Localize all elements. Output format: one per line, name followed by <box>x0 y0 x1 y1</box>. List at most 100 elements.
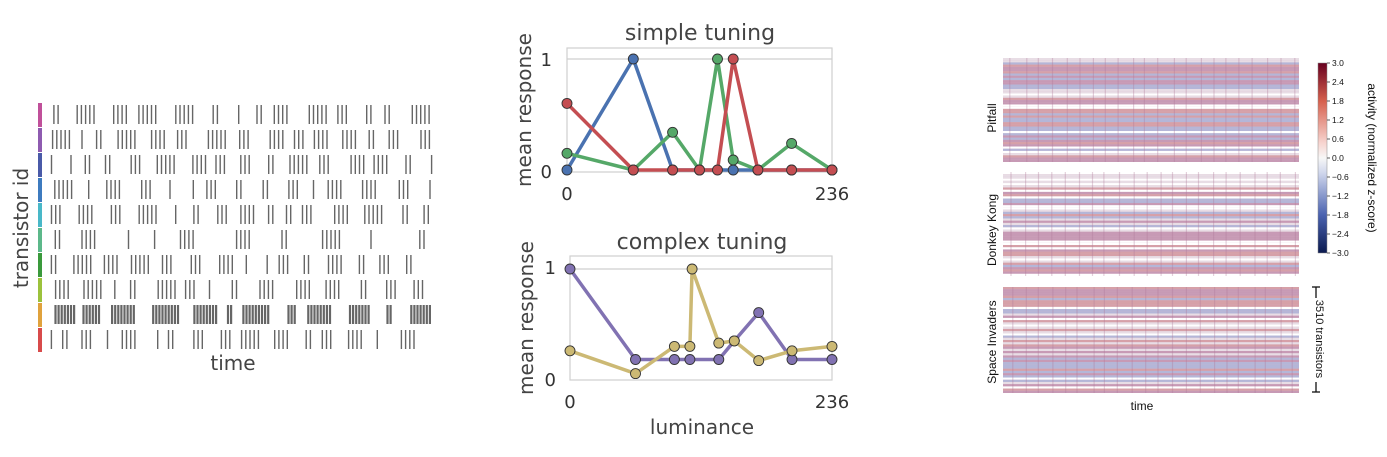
heatmap-row <box>1003 295 1299 299</box>
heatmap-row <box>1003 229 1299 232</box>
data-point <box>713 354 725 365</box>
heatmap-row <box>1003 317 1299 321</box>
colorbar-tick-label: 0.0 <box>1332 153 1344 163</box>
simple-plot-frame <box>566 47 833 173</box>
heatmap-donkey-kong <box>1003 172 1299 276</box>
heatmap-row <box>1003 331 1299 334</box>
heatmap-row <box>1003 88 1299 92</box>
spike-row <box>50 155 433 174</box>
heatmap-row <box>1003 172 1299 175</box>
heatmap-row <box>1003 271 1299 274</box>
heatmap-time-stripe <box>1157 58 1159 162</box>
heatmap-row <box>1003 249 1299 252</box>
heatmap-row <box>1003 82 1299 85</box>
heatmap-row <box>1003 75 1299 78</box>
heatmap-row <box>1003 194 1299 197</box>
heatmap-time-stripe <box>1052 287 1054 393</box>
data-point <box>630 354 641 365</box>
heatmap-row <box>1003 300 1299 303</box>
heatmap-row <box>1003 214 1299 217</box>
transistor-row-color <box>38 153 42 177</box>
heatmap-row <box>1003 207 1299 210</box>
heatmap-row <box>1003 227 1299 230</box>
heatmap-row <box>1003 328 1299 332</box>
heatmap-time-stripe <box>1171 287 1174 393</box>
heatmap-row <box>1003 333 1299 336</box>
heatmap-row <box>1003 144 1299 147</box>
heatmap-time-stripe <box>1078 172 1081 276</box>
transistor-row-color <box>38 103 42 127</box>
heatmap-time-stripe <box>1146 172 1148 276</box>
simple-title: simple tuning <box>625 21 775 46</box>
heatmap-row <box>1003 253 1299 257</box>
heatmap-time-stripe <box>1213 58 1215 162</box>
heatmap-row <box>1003 291 1299 294</box>
heatmap-row <box>1003 233 1299 237</box>
simple-ytick-top: 1 <box>541 50 552 71</box>
heatmap-row <box>1003 366 1299 369</box>
raster-plot: transistor id time <box>9 103 433 375</box>
complex-ytick-bottom: 0 <box>545 370 556 391</box>
heatmap-row <box>1003 80 1299 83</box>
heatmap-row <box>1003 115 1299 118</box>
heatmap-row <box>1003 251 1299 254</box>
heatmap-time-stripe <box>1079 58 1081 162</box>
data-point <box>561 147 573 159</box>
heatmap-row <box>1003 324 1299 327</box>
heatmap-row <box>1003 111 1299 114</box>
heatmap-row <box>1003 191 1299 195</box>
spike-row <box>50 330 415 349</box>
heatmap-row <box>1003 386 1299 389</box>
heatmap-row <box>1003 122 1299 125</box>
data-point <box>786 164 798 176</box>
heatmap-row <box>1003 304 1299 307</box>
raster-ylabel: transistor id <box>9 168 33 288</box>
heatmap-row <box>1003 146 1299 149</box>
data-point <box>564 263 576 275</box>
heatmap-row <box>1003 381 1299 385</box>
colorbar-tick-label: 1.2 <box>1332 115 1344 125</box>
heatmap-row <box>1003 198 1299 201</box>
simple-tuning-chart: simple tuning mean response 1 0 0 236 <box>512 21 849 205</box>
heatmap-time-stripe <box>1173 58 1175 162</box>
heatmap-row <box>1003 379 1299 382</box>
heatmap-time-stripe <box>1051 172 1053 276</box>
heatmap-time-stripe <box>1010 172 1012 276</box>
heatmap-row <box>1003 267 1299 270</box>
heatmap-row <box>1003 384 1299 387</box>
heatmap-row <box>1003 187 1299 190</box>
heatmap-time-stripe <box>1251 58 1253 162</box>
heatmap-row <box>1003 225 1299 228</box>
heatmap-time-stripe <box>1264 287 1266 393</box>
data-point <box>826 354 838 365</box>
heatmap-row <box>1003 84 1299 87</box>
data-point <box>561 164 573 176</box>
data-point <box>727 164 739 176</box>
heatmap-row <box>1003 269 1299 272</box>
heatmap-row <box>1003 388 1299 391</box>
spike-row <box>54 180 431 199</box>
complex-ylabel: mean response <box>514 241 538 395</box>
heatmap-row <box>1003 351 1299 354</box>
heatmap-row <box>1003 247 1299 250</box>
heatmap-row <box>1003 196 1299 199</box>
data-point <box>564 345 576 357</box>
heatmap-row <box>1003 176 1299 179</box>
heatmap-label-space-invaders: Space Invaders <box>985 300 999 383</box>
heatmap-row <box>1003 150 1299 154</box>
heatmap-row <box>1003 359 1299 363</box>
heatmap-row <box>1003 260 1299 263</box>
heatmap-row <box>1003 370 1299 374</box>
data-point <box>826 340 838 352</box>
heatmap-row <box>1003 200 1299 203</box>
simple-xtick-left: 0 <box>561 184 572 205</box>
heatmap-row <box>1003 209 1299 212</box>
heatmap-row <box>1003 320 1299 323</box>
heatmap-row <box>1003 273 1299 276</box>
simple-ytick-bottom: 0 <box>541 162 552 183</box>
heatmap-time-stripe <box>1118 172 1121 276</box>
heatmap-row <box>1003 93 1299 96</box>
spike-row <box>54 305 431 324</box>
series-line <box>569 267 833 376</box>
